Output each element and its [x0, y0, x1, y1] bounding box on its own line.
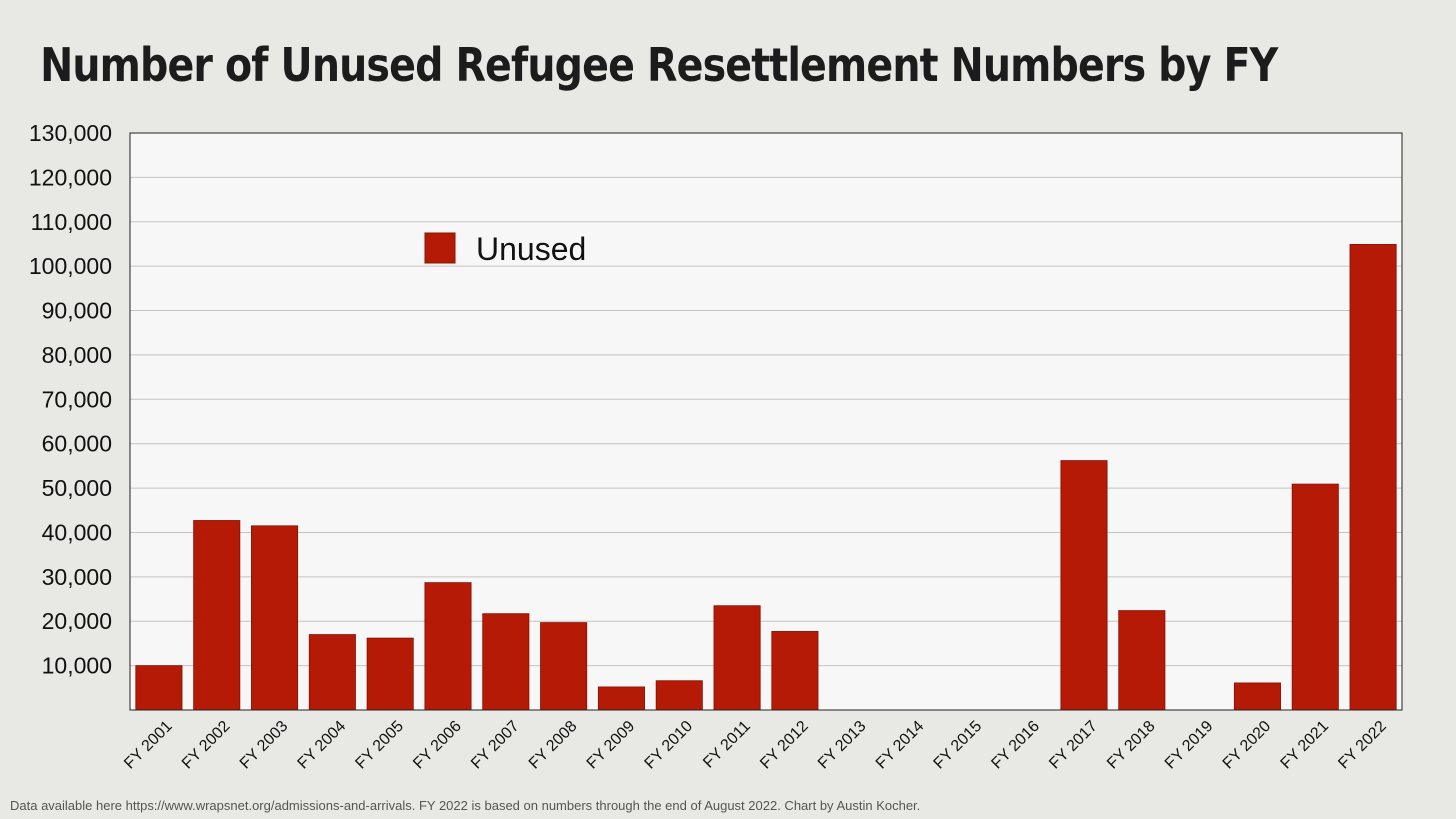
x-tick-label: FY 2015 [931, 718, 986, 773]
y-tick-label: 80,000 [42, 342, 112, 368]
x-tick-label: FY 2019 [1162, 718, 1217, 773]
x-tick-label: FY 2002 [179, 718, 234, 773]
bar-fy-2008 [540, 622, 588, 711]
x-tick-label: FY 2020 [1220, 718, 1275, 773]
x-tick-label: FY 2013 [815, 718, 870, 773]
y-tick-label: 90,000 [42, 298, 112, 324]
bar-fy-2017 [1060, 460, 1108, 711]
x-tick-label: FY 2007 [468, 718, 523, 773]
y-tick-label: 40,000 [42, 519, 112, 545]
bar-fy-2006 [424, 582, 472, 711]
x-tick-label: FY 2009 [584, 718, 639, 773]
y-tick-label: 70,000 [42, 386, 112, 412]
bar-fy-2018 [1118, 610, 1166, 711]
bar-fy-2002 [193, 520, 241, 711]
bar-fy-2022 [1349, 244, 1397, 711]
y-tick-label: 100,000 [29, 253, 112, 279]
y-tick-label: 110,000 [31, 209, 112, 235]
bar-fy-2021 [1291, 483, 1339, 711]
gridlines [130, 132, 1402, 667]
x-tick-label: FY 2005 [352, 718, 407, 773]
bar-fy-2012 [771, 631, 819, 711]
y-tick-label: 60,000 [42, 431, 112, 457]
legend-label: Unused [476, 231, 586, 267]
x-tick-label: FY 2010 [642, 718, 697, 773]
y-tick-label: 120,000 [29, 164, 112, 190]
bar-fy-2009 [597, 686, 645, 711]
x-tick-label: FY 2021 [1278, 718, 1333, 773]
x-tick-label: FY 2008 [526, 718, 581, 773]
legend-swatch [424, 232, 456, 264]
x-tick-label: FY 2011 [700, 718, 754, 772]
bar-fy-2020 [1233, 682, 1281, 711]
bar-fy-2007 [482, 613, 530, 711]
x-tick-label: FY 2001 [121, 718, 176, 773]
bars [135, 244, 1397, 711]
bar-fy-2004 [308, 634, 356, 711]
y-tick-label: 10,000 [42, 653, 112, 679]
x-tick-label: FY 2006 [410, 718, 465, 773]
bar-fy-2003 [251, 525, 299, 711]
footnote: Data available here https://www.wrapsnet… [10, 798, 921, 813]
x-axis-ticks: FY 2001 FY 2002 FY 2003 FY 2004 FY 2005 FY 20… [121, 718, 1390, 773]
bar-fy-2001 [135, 665, 183, 711]
y-axis-ticks: 10,000 20,000 30,000 40,000 50,000 60,000 70,0… [29, 120, 112, 679]
y-tick-label: 30,000 [42, 564, 112, 590]
x-tick-label: FY 2017 [1046, 718, 1101, 773]
plot-area [130, 133, 1402, 710]
x-tick-label: FY 2016 [988, 718, 1043, 773]
x-tick-label: FY 2018 [1104, 718, 1159, 773]
y-tick-label: 20,000 [42, 608, 112, 634]
y-tick-label: 50,000 [42, 475, 112, 501]
bar-fy-2005 [366, 637, 414, 711]
chart-title: Number of Unused Refugee Resettlement Nu… [40, 38, 1278, 92]
x-tick-label: FY 2022 [1335, 718, 1390, 773]
plot-frame [129, 132, 1403, 711]
bar-fy-2011 [713, 605, 761, 711]
x-tick-label: FY 2003 [237, 718, 292, 773]
x-tick-label: FY 2004 [295, 718, 350, 773]
bar-fy-2010 [655, 680, 703, 711]
y-tick-label: 130,000 [29, 120, 112, 146]
legend: Unused [424, 231, 586, 267]
x-tick-label: FY 2012 [757, 718, 812, 773]
x-tick-label: FY 2014 [873, 718, 928, 773]
